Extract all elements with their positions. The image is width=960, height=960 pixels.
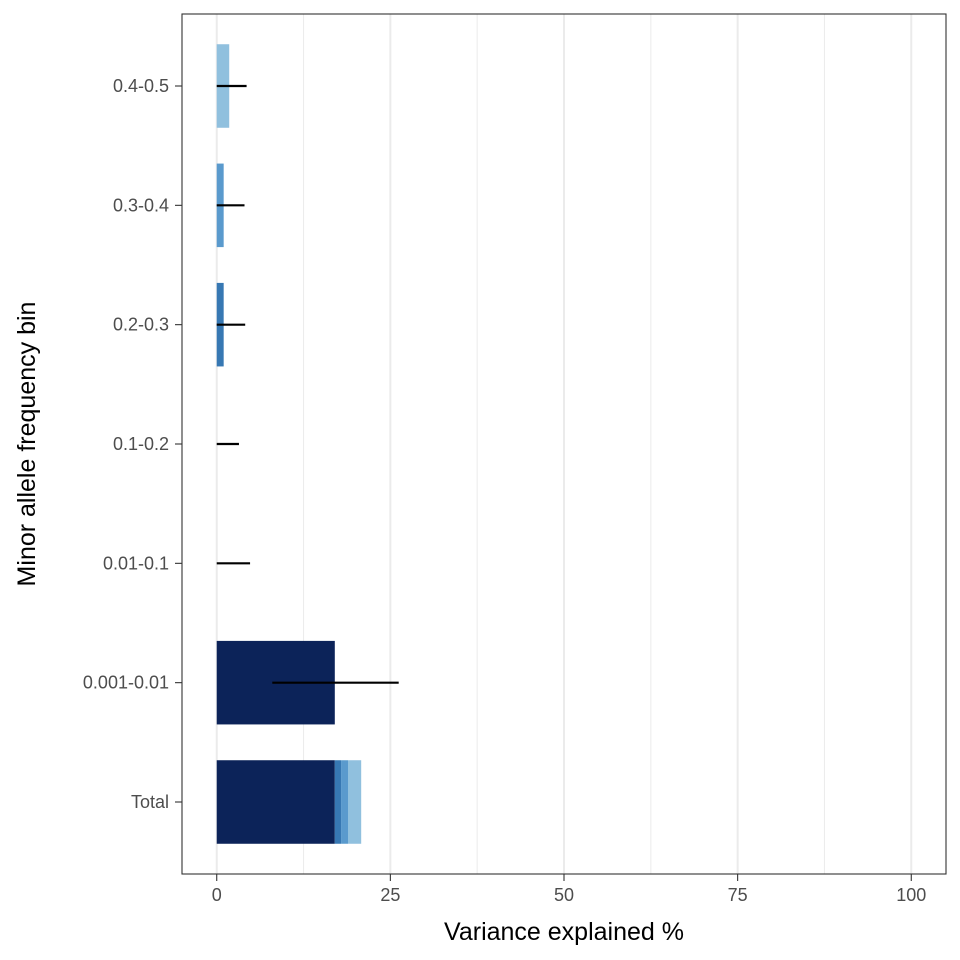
bar-segment <box>216 760 335 844</box>
x-tick-label: 50 <box>554 885 574 905</box>
bar-segment <box>334 760 342 844</box>
bar-segment <box>341 760 348 844</box>
x-tick-label: 0 <box>212 885 222 905</box>
grid-lines <box>215 14 913 874</box>
x-tick-label: 75 <box>728 885 748 905</box>
y-tick-label: 0.01-0.1 <box>103 553 169 573</box>
y-tick-label: 0.4-0.5 <box>113 76 169 96</box>
y-axis: Total 0.001-0.01 0.01-0.1 0.1-0.2 0.2-0.3 0.3… <box>83 76 182 812</box>
y-tick-label: 0.001-0.01 <box>83 673 169 693</box>
y-tick-label: Total <box>131 792 169 812</box>
y-tick-label: 0.2-0.3 <box>113 315 169 335</box>
x-tick-label: 25 <box>380 885 400 905</box>
y-axis-title: Minor allele frequency bin <box>13 302 41 587</box>
y-tick-label: 0.1-0.2 <box>113 434 169 454</box>
x-tick-label: 100 <box>896 885 926 905</box>
error-bars <box>216 84 399 684</box>
x-axis-title: Variance explained % <box>444 918 684 946</box>
bar-segment <box>347 760 362 844</box>
y-tick-label: 0.3-0.4 <box>113 195 169 215</box>
x-axis: 0 25 50 75 100 <box>212 874 926 905</box>
bars <box>216 44 362 844</box>
